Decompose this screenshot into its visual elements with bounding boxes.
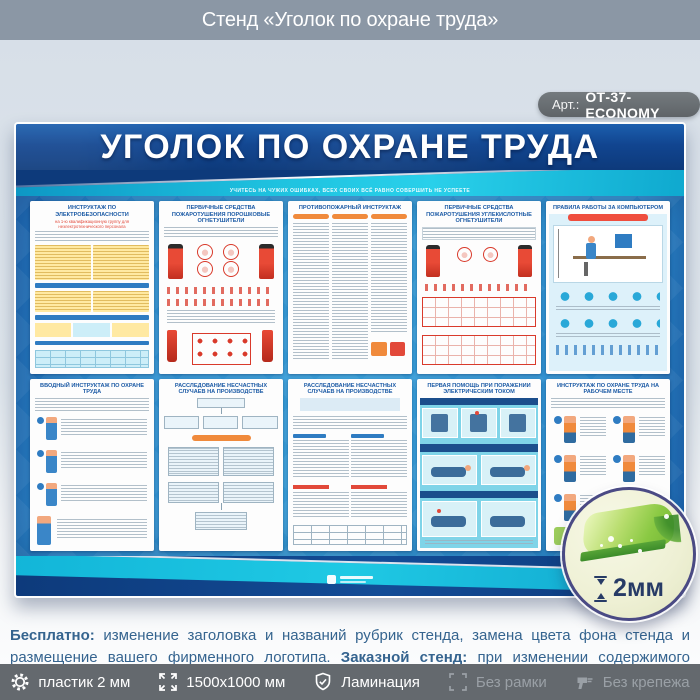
spec-label: 1500x1000 мм: [186, 673, 286, 691]
drill-icon: [577, 677, 593, 689]
poster-introductory-briefing: ВВОДНЫЙ ИНСТРУКТАЖ ПО ОХРАНЕ ТРУДА: [30, 378, 154, 551]
poster-content: [291, 397, 409, 548]
poster-title: ВВОДНЫЙ ИНСТРУКТАЖ ПО ОХРАНЕ ТРУДА: [40, 382, 144, 396]
poster-electric-shock-first-aid: ПЕРВАЯ ПОМОЩЬ ПРИ ПОРАЖЕНИИ ЭЛЕКТРИЧЕСКИ…: [417, 378, 541, 551]
poster-accident-investigation-text: РАССЛЕДОВАНИЕ НЕСЧАСТНЫХ СЛУЧАЕВ НА ПРОИ…: [288, 378, 412, 551]
free-text: изменение заголовка и названий рубрик ст…: [10, 627, 690, 666]
frame-icon: [449, 673, 467, 691]
gear-icon: [11, 673, 29, 691]
thickness-text: 2мм: [613, 574, 664, 602]
resize-icon: [159, 673, 178, 691]
poster-title: ПРАВИЛА РАБОТЫ ЗА КОМПЬЮТЕРОМ: [553, 205, 663, 211]
poster-title: ПЕРВАЯ ПОМОЩЬ ПРИ ПОРАЖЕНИИ ЭЛЕКТРИЧЕСКИ…: [427, 382, 531, 396]
stand-header: УГОЛОК ПО ОХРАНЕ ТРУДА: [16, 124, 684, 170]
poster-subtitle: на 1-ю квалификационную группу для неэле…: [55, 219, 129, 230]
poster-content: [420, 226, 538, 371]
poster-content: [162, 397, 280, 548]
stand-title: УГОЛОК ПО ОХРАНЕ ТРУДА: [100, 127, 600, 166]
poster-title: РАССЛЕДОВАНИЕ НЕСЧАСТНЫХ СЛУЧАЕВ НА ПРОИ…: [174, 382, 268, 396]
poster-content: [549, 213, 667, 371]
poster-powder-extinguishers: ПЕРВИЧНЫЕ СРЕДСТВА ПОЖАРОТУШЕНИЯ ПОРОШКО…: [159, 201, 283, 374]
product-image-area: Арт.: ОТ-37-ECONOMY УГОЛОК ПО ОХРАНЕ ТРУ…: [0, 40, 700, 700]
poster-content: [162, 226, 280, 371]
poster-title: ПРОТИВОПОЖАРНЫЙ ИНСТРУКТАЖ: [298, 205, 402, 211]
free-label: Бесплатно:: [10, 627, 95, 644]
stand-wave-band: УЧИТЕСЬ НА ЧУЖИХ ОШИБКАХ, ВСЕХ СВОИХ ВСЁ…: [16, 170, 684, 196]
stand-brand-mark: [327, 574, 373, 585]
poster-content: [33, 231, 151, 370]
poster-content: [33, 397, 151, 548]
spec-lamination: Ламинация: [313, 672, 420, 692]
poster-title: ПЕРВИЧНЫЕ СРЕДСТВА ПОЖАРОТУШЕНИЯ УГЛЕКИС…: [426, 205, 532, 225]
thickness-value: 2мм: [565, 574, 693, 603]
poster-electro-safety-briefing: ИНСТРУКТАЖ ПО ЭЛЕКТРОБЕЗОПАСНОСТИ на 1-ю…: [30, 201, 154, 374]
stand-tagline: УЧИТЕСЬ НА ЧУЖИХ ОШИБКАХ, ВСЕХ СВОИХ ВСЁ…: [229, 188, 471, 194]
article-badge: Арт.: ОТ-37-ECONOMY: [538, 89, 700, 121]
safety-stand: УГОЛОК ПО ОХРАНЕ ТРУДА УЧИТЕСЬ НА ЧУЖИХ …: [14, 122, 686, 598]
page-title-bar: Стенд «Уголок по охране труда»: [0, 0, 700, 40]
spec-label: Без крепежа: [602, 673, 690, 691]
poster-grid: ИНСТРУКТАЖ ПО ЭЛЕКТРОБЕЗОПАСНОСТИ на 1-ю…: [16, 196, 684, 556]
spec-size: 1500x1000 мм: [158, 672, 285, 692]
thickness-icon: [594, 575, 608, 602]
poster-title: ИНСТРУКТАЖ ПО ОХРАНЕ ТРУДА НА РАБОЧЕМ МЕ…: [556, 382, 660, 396]
thickness-badge: 2мм: [562, 487, 696, 621]
poster-title: ИНСТРУКТАЖ ПО ЭЛЕКТРОБЕЗОПАСНОСТИ: [55, 205, 129, 218]
article-label: Арт.:: [552, 97, 580, 112]
spec-no-frame: Без рамки: [448, 672, 547, 692]
poster-content: [420, 397, 538, 548]
poster-computer-work-rules: ПРАВИЛА РАБОТЫ ЗА КОМПЬЮТЕРОМ: [546, 201, 670, 374]
page-title: Стенд «Уголок по охране труда»: [201, 8, 499, 31]
article-number: ОТ-37-ECONOMY: [585, 88, 660, 121]
poster-title: ПЕРВИЧНЫЕ СРЕДСТВА ПОЖАРОТУШЕНИЯ ПОРОШКО…: [171, 205, 271, 225]
footer-specs-bar: пластик 2 мм 1500x1000 мм Ламинация Без …: [0, 664, 700, 700]
spec-no-mounting: Без крепежа: [575, 672, 690, 692]
spec-label: Ламинация: [341, 673, 420, 691]
poster-fire-safety-briefing: ПРОТИВОПОЖАРНЫЙ ИНСТРУКТАЖ: [288, 201, 412, 374]
spec-label: Без рамки: [475, 673, 547, 691]
custom-label: Заказной стенд:: [340, 648, 468, 666]
plastic-sheet-illustration: [578, 500, 682, 568]
spec-label: пластик 2 мм: [38, 673, 131, 691]
poster-accident-investigation-flowchart: РАССЛЕДОВАНИЕ НЕСЧАСТНЫХ СЛУЧАЕВ НА ПРОИ…: [159, 378, 283, 551]
poster-co2-extinguishers: ПЕРВИЧНЫЕ СРЕДСТВА ПОЖАРОТУШЕНИЯ УГЛЕКИС…: [417, 201, 541, 374]
poster-title: РАССЛЕДОВАНИЕ НЕСЧАСТНЫХ СЛУЧАЕВ НА ПРОИ…: [303, 382, 397, 396]
poster-content: [291, 213, 409, 371]
shield-check-icon: [315, 672, 331, 691]
spec-material: пластик 2 мм: [10, 672, 130, 692]
